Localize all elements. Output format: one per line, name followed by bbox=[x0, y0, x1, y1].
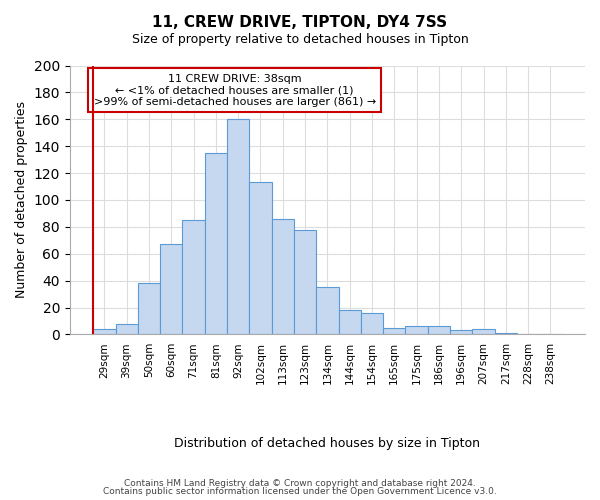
Bar bbox=[160, 244, 182, 334]
Bar bbox=[272, 219, 294, 334]
Text: 11 CREW DRIVE: 38sqm
← <1% of detached houses are smaller (1)
>99% of semi-detac: 11 CREW DRIVE: 38sqm ← <1% of detached h… bbox=[94, 74, 376, 107]
Text: 11, CREW DRIVE, TIPTON, DY4 7SS: 11, CREW DRIVE, TIPTON, DY4 7SS bbox=[152, 15, 448, 30]
Y-axis label: Number of detached properties: Number of detached properties bbox=[15, 102, 28, 298]
Bar bbox=[116, 324, 138, 334]
Text: Contains public sector information licensed under the Open Government Licence v3: Contains public sector information licen… bbox=[103, 487, 497, 496]
Bar bbox=[205, 153, 227, 334]
Bar bbox=[338, 310, 361, 334]
Bar bbox=[93, 329, 116, 334]
Bar bbox=[250, 182, 272, 334]
Bar bbox=[316, 288, 338, 335]
Bar bbox=[406, 326, 428, 334]
Bar bbox=[383, 328, 406, 334]
Bar bbox=[138, 284, 160, 335]
Bar bbox=[428, 326, 450, 334]
Text: Contains HM Land Registry data © Crown copyright and database right 2024.: Contains HM Land Registry data © Crown c… bbox=[124, 478, 476, 488]
Text: Size of property relative to detached houses in Tipton: Size of property relative to detached ho… bbox=[131, 32, 469, 46]
Bar bbox=[182, 220, 205, 334]
Bar bbox=[294, 230, 316, 334]
Bar bbox=[450, 330, 472, 334]
Bar bbox=[472, 329, 494, 334]
Bar bbox=[494, 333, 517, 334]
Bar bbox=[361, 313, 383, 334]
X-axis label: Distribution of detached houses by size in Tipton: Distribution of detached houses by size … bbox=[175, 437, 481, 450]
Bar bbox=[227, 120, 250, 334]
